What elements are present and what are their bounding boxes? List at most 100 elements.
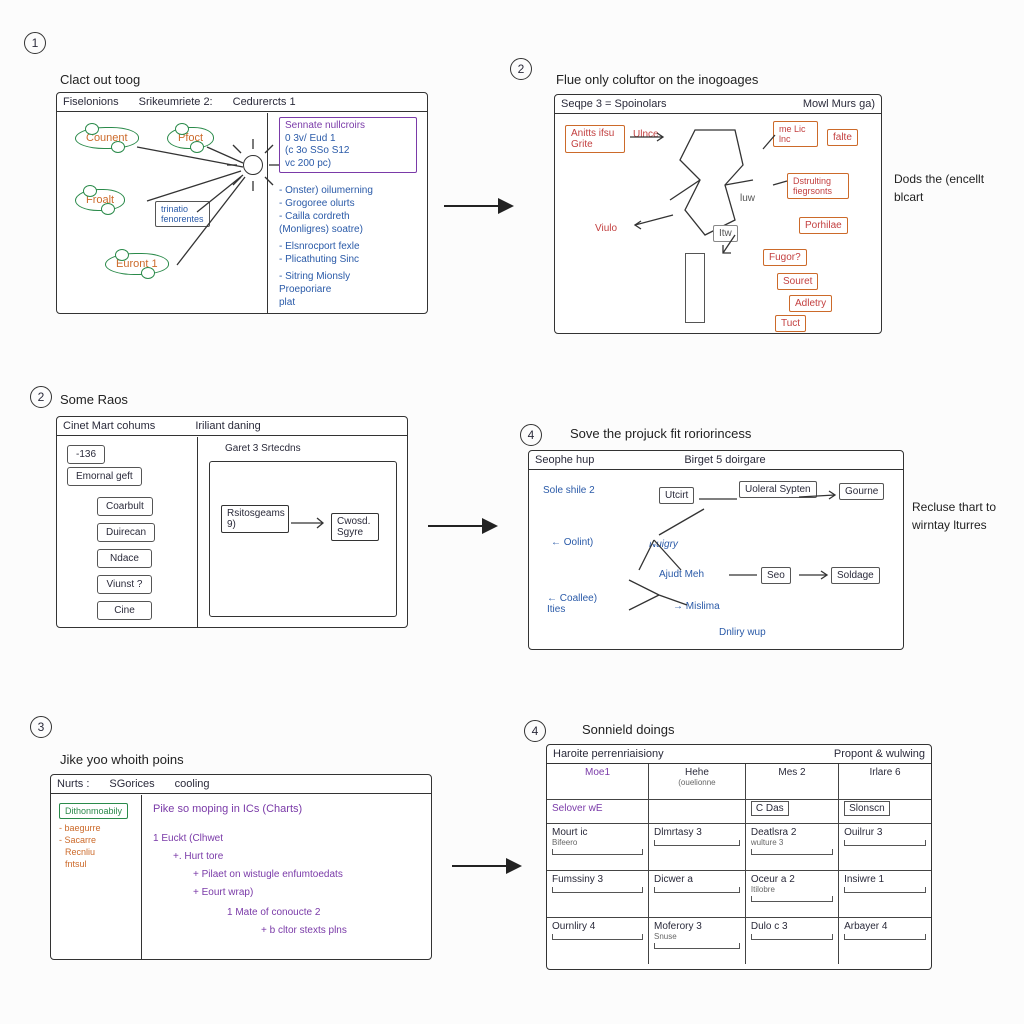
p1-hdr-m: Srikeumriete 2: [139,96,213,108]
p2-box4: falte [827,129,858,146]
p5-l6: + b cltor stexts plns [261,925,347,936]
caption-p4side: Recluse thart to wirntay lturres [912,498,1012,534]
p4-l1: Sole shile 2 [543,485,595,496]
p1-b8: Proeporiare [279,284,331,295]
p1-hdr-r: Cedurercts 1 [233,96,296,108]
caption-p4: Sove the projuck fit roriorincess [570,426,751,441]
p6-r2c: Deatlsra 2 [751,827,797,838]
p3-flow-arrow [289,515,331,531]
p6-c2: Hehe [685,767,709,778]
panel-1: Fiselonions Srikeumriete 2: Cedurercts 1… [56,92,428,314]
p6-r3c: Oceur a 2 [751,874,795,885]
p5-s2: - baegurre [59,823,101,833]
p2-box7: Viulo [595,223,617,234]
p6-table: Moe1 Hehe(ouelionne Mes 2 Irlare 6 Selov… [547,764,931,964]
p4-header: Seophe hup Birget 5 doirgare [529,451,903,470]
badge-4b: 4 [524,720,546,742]
p3-rtitle: Garet 3 Srtecdns [225,443,301,454]
p6-r4bs: Snuse [654,932,740,941]
p5-l5: 1 Mate of conoucte 2 [227,907,320,918]
p5-s1: Dithonmoabily [59,803,128,819]
p1-hdr-l: Fiselonions [63,96,119,108]
caption-p6: Sonnield doings [582,722,675,737]
p3-btn6[interactable]: Viunst ? [97,575,152,594]
caption-p1: Clact out toog [60,72,140,87]
p5-l2: +. Hurt tore [173,851,223,862]
p3-flow1: Rsitosgeams 9) [221,505,289,533]
p1-purple-box: Sennate nullcroirs 0 3v/ Eud 1 (c 3o SSo… [279,117,417,173]
arrow-3-4 [428,516,498,536]
p6-c4: Irlare 6 [869,767,900,778]
p1-b9: plat [279,297,295,308]
p5-hc: cooling [175,778,210,790]
p3-divider [197,437,198,627]
p1-pb-t: Sennate nullcroirs [285,120,411,133]
p6-hdr-r: Propont & wulwing [834,748,925,760]
p1-b3: - Cailla cordreth [279,211,350,222]
p2-hdr-r: Mowl Murs ga) [803,98,875,110]
p5-s3: - Sacarre [59,835,96,845]
p6-r1c: C Das [751,801,789,816]
p2-arrows [615,125,815,325]
p1-b6: - Plicathuting Sinc [279,254,359,265]
p2-hdr-l: Seqpe 3 = Spoinolars [561,98,667,110]
p1-b4: (Monligres) soatre) [279,224,363,235]
p1-pb-2: (c 3o SSo S12 [285,145,411,158]
p6-r4b: Moferory 3 [654,921,702,932]
p5-divider [141,795,142,959]
panel-3: Cinet Mart cohums Iriliant daning -136 E… [56,416,408,628]
caption-p2: Flue only coluftor on the inogoages [556,72,758,87]
panel-2: Seqpe 3 = Spoinolars Mowl Murs ga) luw A… [554,94,882,334]
p5-hb: SGorices [109,778,154,790]
p4-hdr-l: Seophe hup [535,454,594,466]
badge-1a: 1 [24,32,46,54]
p1-b2: - Grogoree olurts [279,198,355,209]
p4-lines [599,485,889,645]
caption-p5: Jike yoo whoith poins [60,752,184,767]
p3-btn3[interactable]: Coarbult [97,497,153,516]
p6-r2cs: wulture 3 [751,838,833,847]
p5-title: Pike so moping in ICs (Charts) [153,803,302,815]
p3-btn4[interactable]: Duirecan [97,523,155,542]
p5-s5: fntsul [65,859,87,869]
p3-btn1[interactable]: -136 [67,445,105,464]
p6-r4d: Arbayer 4 [844,921,887,932]
p6-r2as: Bifeero [552,838,643,847]
p6-r2a: Mourt ic [552,827,588,838]
p5-header: Nurts : SGorices cooling [51,775,431,794]
p5-ha: Nurts : [57,778,89,790]
panel1-header: Fiselonions Srikeumriete 2: Cedurercts 1 [57,93,427,112]
panel-6: Haroite perrenriaisiony Propont & wulwin… [546,744,932,970]
p6-r3a: Fumssiny 3 [552,874,603,885]
p3-hdr-r: Iriliant daning [195,420,260,432]
p5-s4: Recnliu [65,847,95,857]
p6-r1a: Selover wE [552,803,603,814]
p1-pb-3: vc 200 pc) [285,158,411,171]
p1-b7: - Sitring Mionsly [279,271,350,282]
p1-pb-1: 0 3v/ Eud 1 [285,133,411,146]
p5-l1: 1 Euckt (Clhwet [153,833,223,844]
p3-btn7[interactable]: Cine [97,601,152,620]
p6-header: Haroite perrenriaisiony Propont & wulwin… [547,745,931,764]
p1-b1: - Onster) oilumerning [279,185,373,196]
p1-b5: - Elsnrocport fexle [279,241,360,252]
p6-r4a: Ournliry 4 [552,921,595,932]
caption-p3: Some Raos [60,392,128,407]
p5-l4: + Eourt wrap) [193,887,253,898]
p6-c3: Mes 2 [778,767,805,778]
p3-header: Cinet Mart cohums Iriliant daning [57,417,407,436]
arrow-1-2 [444,196,514,216]
panel-5: Nurts : SGorices cooling Dithonmoabily -… [50,774,432,960]
p1-connectors [117,137,247,267]
p6-r2b: Dlmrtasy 3 [654,827,702,838]
p6-r2d: Ouilrur 3 [844,827,882,838]
p3-btn5[interactable]: Ndace [97,549,152,568]
arrow-5-6 [452,856,522,876]
p3-hdr-l: Cinet Mart cohums [63,420,155,432]
caption-p2side: Dods the (encellt blcart [894,170,1004,206]
p6-r4c: Dulo c 3 [751,921,788,932]
p3-btn2[interactable]: Emornal geft [67,467,142,486]
p4-l5: ← Oolint) [551,537,593,548]
p6-r3cs: Itilobre [751,885,833,894]
p6-r3d: Insiwre 1 [844,874,884,885]
